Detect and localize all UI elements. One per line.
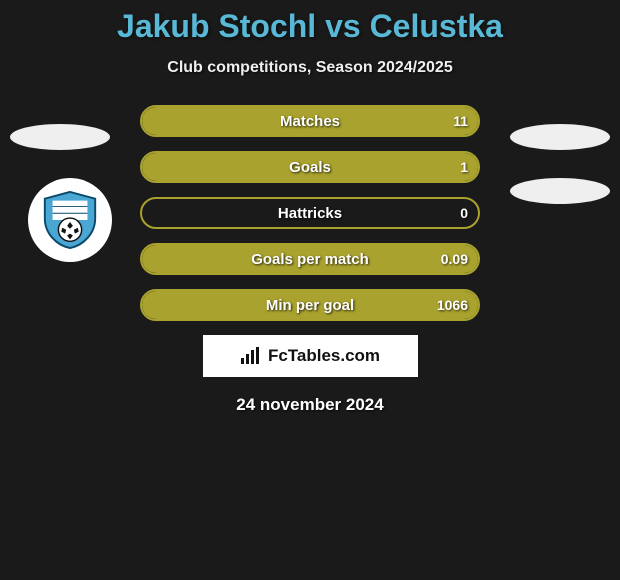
branding-text: FcTables.com <box>268 346 380 366</box>
vs-word: vs <box>325 8 361 44</box>
date-label: 24 november 2024 <box>0 395 620 415</box>
stat-right-value: 1066 <box>437 297 468 313</box>
club-badge <box>28 178 112 262</box>
stats-table: Matches 11 Goals 1 Hattricks 0 Goals per… <box>140 105 480 321</box>
comparison-title: Jakub Stochl vs Celustka <box>0 0 620 45</box>
subtitle: Club competitions, Season 2024/2025 <box>0 59 620 77</box>
player1-name: Jakub Stochl <box>117 8 316 44</box>
stat-row-matches: Matches 11 <box>140 105 480 137</box>
stat-right-value: 0 <box>460 205 468 221</box>
stat-label: Matches <box>280 113 340 130</box>
stat-row-gpm: Goals per match 0.09 <box>140 243 480 275</box>
stat-row-goals: Goals 1 <box>140 151 480 183</box>
stat-label: Hattricks <box>278 205 342 222</box>
stat-label: Min per goal <box>266 297 354 314</box>
stat-right-value: 0.09 <box>441 251 468 267</box>
stat-right-value: 1 <box>460 159 468 175</box>
stat-label: Goals per match <box>251 251 369 268</box>
shield-soccer-icon <box>39 189 101 251</box>
avatar-placeholder-right-2 <box>510 178 610 204</box>
stat-row-hattricks: Hattricks 0 <box>140 197 480 229</box>
avatar-placeholder-left <box>10 124 110 150</box>
stat-label: Goals <box>289 159 331 176</box>
player2-name: Celustka <box>370 8 503 44</box>
avatar-placeholder-right-1 <box>510 124 610 150</box>
stat-right-value: 11 <box>453 113 468 129</box>
branding-badge[interactable]: FcTables.com <box>203 335 418 377</box>
stat-row-mpg: Min per goal 1066 <box>140 289 480 321</box>
bars-icon <box>240 347 262 365</box>
